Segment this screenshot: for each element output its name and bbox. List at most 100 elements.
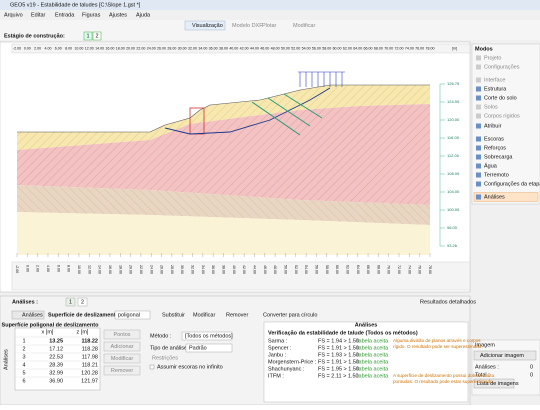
- analysis-header: Análises :: [12, 299, 38, 305]
- bottom-ruler-label: 30.00: [180, 265, 184, 274]
- table-cell: 118.22: [81, 338, 98, 344]
- mode-item[interactable]: Solos: [484, 104, 498, 110]
- surface-label: Superfície de deslizamento :: [48, 312, 122, 318]
- mode-item[interactable]: Corte do solo: [484, 95, 517, 101]
- mode-icon: [476, 77, 481, 83]
- side-tab[interactable]: Análises: [3, 349, 9, 370]
- table-cell: 32.99: [49, 370, 63, 376]
- mode-item[interactable]: Interface: [484, 77, 505, 83]
- point-button-label: Pontos: [113, 332, 130, 338]
- rulers: -2.00-2.000.000.002.002.004.004.006.006.…: [11, 43, 471, 291]
- soil-lower-hatch: [17, 185, 430, 225]
- table-header: x [m]: [42, 329, 54, 335]
- point-button[interactable]: [103, 353, 141, 364]
- convert-label[interactable]: Converter para círculo: [263, 312, 317, 318]
- bottom-ruler-label: 14.00: [98, 265, 102, 274]
- mode-item[interactable]: Estrutura: [484, 86, 507, 92]
- result-status: tabela aceita: [357, 373, 389, 379]
- infinite-checkbox[interactable]: [149, 364, 155, 370]
- modify-label[interactable]: Modificar: [193, 312, 215, 318]
- table-cell: 22.53: [49, 354, 63, 360]
- table-cell: 4: [22, 362, 25, 368]
- replace-label[interactable]: Substituir: [162, 312, 185, 318]
- method-select[interactable]: [181, 331, 233, 341]
- table-cell: 3: [22, 354, 25, 360]
- mode-item[interactable]: Terremoto: [484, 172, 509, 178]
- point-button[interactable]: [103, 365, 141, 376]
- surcharge: [298, 71, 345, 87]
- mode-item[interactable]: Configurações da etapa: [484, 181, 540, 187]
- bottom-ruler-label: 42.00: [242, 265, 246, 274]
- bottom-ruler-label: 60.00: [335, 265, 339, 274]
- result-method: Spencer :: [268, 345, 292, 351]
- type-select[interactable]: [185, 343, 233, 353]
- bottom-ruler-label: 0.00: [25, 265, 29, 272]
- top-ruler-label: 48.00: [271, 46, 280, 50]
- top-ruler-label: 38.00: [219, 46, 228, 50]
- run-label: Análises: [22, 312, 43, 318]
- top-ruler-label: 12.00: [85, 46, 94, 50]
- bottom-ruler-label: 18.00: [118, 265, 122, 274]
- table-header: z [m]: [77, 329, 89, 335]
- mode-item[interactable]: Análises: [484, 194, 505, 200]
- bottom-ruler-label: 4.00: [46, 265, 50, 272]
- restrictions[interactable]: Restrições: [152, 355, 178, 361]
- bottom-ruler-label: 32.00: [191, 265, 195, 274]
- table-cell: 5: [22, 370, 25, 376]
- mode-item[interactable]: Corpos rígidos: [484, 113, 520, 119]
- bottom-ruler-label: 70.00: [387, 265, 391, 274]
- stage-tab[interactable]: [92, 31, 102, 41]
- bottom-ruler-label: 56.00: [314, 265, 318, 274]
- mode-item[interactable]: Atribuir: [484, 123, 502, 129]
- analysis-tab[interactable]: [77, 297, 88, 307]
- detailed-results[interactable]: Resultados detalhados: [420, 299, 476, 305]
- image-list-button[interactable]: [473, 378, 515, 389]
- mode-active: [473, 192, 539, 202]
- surface-select[interactable]: [114, 310, 151, 320]
- mode-item[interactable]: Escoras: [484, 136, 504, 142]
- mode-item[interactable]: Configurações: [484, 64, 520, 70]
- image-title: Imagem: [475, 342, 495, 348]
- result-method: Morgenstern-Price :: [268, 359, 317, 365]
- image-total-label: Total :: [475, 372, 490, 378]
- table-cell: 2: [22, 346, 25, 352]
- remove-label[interactable]: Remover: [226, 312, 248, 318]
- top-ruler-label: 0.00: [24, 46, 31, 50]
- top-ruler-label: 40.00: [229, 46, 238, 50]
- right-ruler-label: 116.00: [447, 135, 460, 140]
- right-ruler-label: 124.00: [447, 99, 460, 104]
- mode-item[interactable]: Água: [484, 162, 498, 169]
- add-image-button[interactable]: [473, 350, 537, 361]
- menu-item: Ajustes: [109, 12, 127, 18]
- analysis-tab[interactable]: [65, 297, 76, 307]
- top-ruler: [11, 43, 471, 54]
- top-ruler-label: 74.00: [405, 46, 414, 50]
- run-button[interactable]: [11, 310, 45, 320]
- mode-item[interactable]: Reforços: [484, 145, 506, 151]
- mode-item[interactable]: Projeto: [484, 55, 501, 61]
- result-method: Sarma :: [268, 338, 288, 344]
- result-method: ITFM :: [268, 373, 284, 379]
- right-ruler-label: 100.00: [447, 207, 460, 212]
- top-ruler-label: 34.00: [198, 46, 207, 50]
- point-button[interactable]: [103, 341, 141, 352]
- mode-icon: [476, 163, 481, 169]
- point-buttons: Pontos Adicionar Modificar Remover: [103, 329, 141, 376]
- modes-panel: [471, 43, 540, 205]
- right-ruler-label: 104.00: [447, 189, 460, 194]
- top-ruler-label: 62.00: [343, 46, 352, 50]
- stage-label: Estágio de construção:: [4, 33, 65, 39]
- results-heading: Verificação da estabilidade de talude (T…: [268, 330, 418, 336]
- view-button[interactable]: [184, 20, 226, 31]
- stage-tab[interactable]: [83, 31, 93, 41]
- bottom-ruler-label: 50.00: [283, 265, 287, 274]
- right-ruler-label: 112.00: [447, 153, 460, 158]
- top-ruler-label: 76.00: [415, 46, 424, 50]
- mode-icon: [476, 194, 481, 200]
- point-button[interactable]: [103, 329, 141, 340]
- mode-item[interactable]: Sobrecarga: [484, 154, 513, 160]
- result-fs: FS = 1.91 > 1.50: [318, 345, 359, 351]
- view-label: Visualização: [192, 23, 223, 29]
